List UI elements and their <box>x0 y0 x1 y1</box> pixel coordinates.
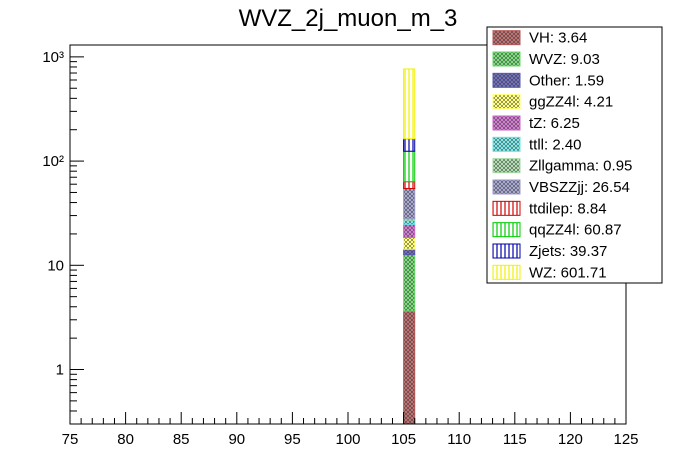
legend-swatch-tz <box>492 115 521 131</box>
y-tick-label: 10 <box>47 257 64 274</box>
x-tick-label: 85 <box>173 431 190 448</box>
chart-title: WVZ_2j_muon_m_3 <box>239 5 458 32</box>
bar-segment-ttll <box>403 219 416 225</box>
x-tick-label: 95 <box>284 431 301 448</box>
bar-segment-vbszzjj <box>403 187 416 220</box>
x-tick-label: 110 <box>447 431 471 448</box>
legend-swatch-wvz <box>492 51 521 67</box>
bar-segment-other <box>403 248 416 256</box>
legend-label-zllgamma: Zllgamma: 0.95 <box>529 158 632 175</box>
y-tick-label: 10³ <box>42 49 64 66</box>
legend-swatch-vbszzjj <box>492 179 521 195</box>
legend-label-zjets: Zjets: 39.37 <box>529 243 607 260</box>
legend-swatch-qqzz4l <box>492 222 521 238</box>
x-tick-label: 90 <box>228 431 245 448</box>
legend-label-qqzz4l: qqZZ4l: 60.87 <box>529 222 622 239</box>
legend-swatch-wz <box>492 264 521 280</box>
legend-label-wz: WZ: 601.71 <box>529 264 607 281</box>
legend-swatch-other <box>492 72 521 88</box>
y-tick-label: 10² <box>42 153 64 170</box>
y-tick-label: 1 <box>56 362 64 379</box>
legend-swatch-zllgamma <box>492 158 521 174</box>
plot-area <box>403 68 416 425</box>
legend-label-wvz: WVZ: 9.03 <box>529 51 600 68</box>
legend-label-ttll: ttll: 2.40 <box>529 136 582 153</box>
legend-label-ttdilep: ttdilep: 8.84 <box>529 200 607 217</box>
legend-swatch-ggzz4l <box>492 94 521 110</box>
bar-segment-zjets <box>403 138 416 152</box>
x-tick-label: 100 <box>335 431 360 448</box>
x-tick-label: 105 <box>391 431 416 448</box>
x-tick-label: 75 <box>62 431 79 448</box>
legend-label-ggzz4l: ggZZ4l: 4.21 <box>529 94 613 111</box>
legend: VH: 3.64 WVZ: 9.03 Other: 1.59 ggZZ4l: 4.21… <box>486 26 663 284</box>
bar-segment-wvz <box>403 254 416 312</box>
legend-swatch-vh <box>492 30 521 46</box>
bar-segment-ggzz4l <box>403 237 416 250</box>
legend-swatch-ttll <box>492 136 521 152</box>
bar-segment-vh <box>403 310 416 425</box>
x-tick-label: 80 <box>117 431 134 448</box>
legend-swatch-zjets <box>492 243 521 259</box>
legend-label-vh: VH: 3.64 <box>529 30 587 47</box>
legend-swatch-ttdilep <box>492 200 521 216</box>
x-tick-label: 115 <box>503 431 527 448</box>
bar-segment-tz <box>403 223 416 239</box>
legend-label-vbszzjj: VBSZZjj: 26.54 <box>529 179 630 196</box>
legend-box <box>486 26 663 284</box>
bar-segment-qqzz4l <box>403 150 416 183</box>
x-tick-label: 120 <box>558 431 583 448</box>
bar-segment-wz <box>403 68 416 140</box>
legend-label-other: Other: 1.59 <box>529 72 604 89</box>
bar-segment-ttdilep <box>403 181 416 189</box>
legend-label-tz: tZ: 6.25 <box>529 115 580 132</box>
x-tick-label: 125 <box>613 431 638 448</box>
